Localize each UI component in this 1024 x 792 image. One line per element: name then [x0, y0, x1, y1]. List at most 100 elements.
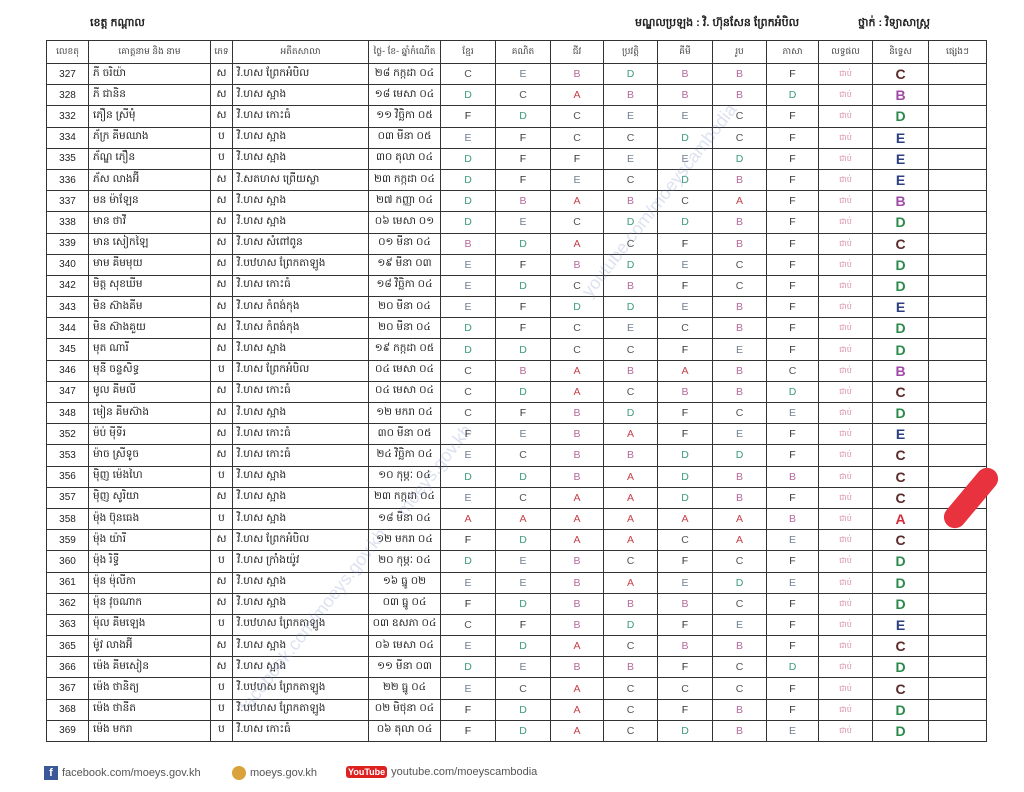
column-header: ថ្ងៃ- ខែ- ឆ្នាំកំណើត [368, 40, 441, 64]
remarks-cell [928, 571, 987, 594]
date-of-birth: ២៣ កក្កដា ០៤ [368, 486, 441, 509]
result-cell: ជាប់ [818, 613, 873, 637]
subject-grade: D [495, 698, 551, 721]
sex-cell: ស [210, 84, 233, 107]
youtube-link[interactable]: youtube.com/moeyscambodia [391, 766, 538, 778]
date-of-birth: ៣០ តុលា ០៤ [368, 147, 441, 170]
result-cell: ជាប់ [818, 698, 873, 721]
table-row: 360 ម៉ុង រិទ្ធីបវិ.ហស ក្រាំងយ៉ូវ ២០ កុម្ភៈ… [46, 550, 987, 573]
sex-cell: ស [210, 635, 233, 658]
sex-cell: ប [210, 677, 233, 700]
desk-number: 345 [46, 338, 89, 361]
subject-grade: D [766, 380, 819, 404]
subject-grade: E [440, 126, 496, 149]
sex-cell: ស [210, 338, 233, 361]
subject-grade: F [440, 529, 496, 552]
subject-grade: C [712, 401, 767, 425]
table-row: 362 ម៉ុន វុចណាកសវិ.ហស ស្អាង ០៣ ធ្នូ ០៤ F D B B… [46, 592, 987, 615]
footer-youtube[interactable]: YouTube youtube.com/moeyscambodia [346, 766, 537, 778]
sex-cell: ស [210, 62, 233, 86]
subject-grade: D [712, 147, 767, 170]
subject-grade: C [495, 84, 551, 107]
table-row: 359 ម៉ុង យ៉ារីសវិ.ហស ព្រែកអំបិល ១២ មករា ០៤… [46, 529, 987, 552]
subject-grade: C [603, 677, 658, 700]
student-name: មុត ណារី [88, 338, 211, 361]
result-cell: ជាប់ [818, 401, 873, 425]
desk-number: 361 [46, 571, 89, 594]
subject-grade: F [495, 317, 551, 340]
student-name: ម៉េង ថានិត្យ [88, 677, 211, 700]
sex-cell: ស [210, 317, 233, 340]
subject-grade: B [712, 232, 767, 255]
subject-grade: C [550, 105, 604, 128]
desk-number: 327 [46, 62, 89, 86]
desk-number: 337 [46, 190, 89, 213]
remarks-cell [928, 529, 987, 552]
subject-grade: E [550, 168, 604, 192]
column-header: ភាសា [766, 40, 819, 64]
final-grade: D [872, 274, 929, 298]
subject-grade: B [440, 232, 496, 255]
subject-grade: D [657, 444, 713, 467]
table-row: 327 ភី ចរិយ៉ាសវិ.ហស ព្រែកអំបិល ២៨ កក្កដា ០… [46, 62, 987, 86]
desk-number: 342 [46, 274, 89, 298]
subject-grade: A [603, 486, 658, 509]
remarks-cell [928, 635, 987, 658]
subject-grade: B [712, 296, 767, 319]
subject-grade: E [440, 296, 496, 319]
province-label: ខេត្ត កណ្ដាល [90, 17, 145, 29]
sex-cell: ប [210, 719, 233, 743]
subject-grade: A [712, 190, 767, 213]
footer-website[interactable]: moeys.gov.kh [232, 766, 317, 780]
subject-grade: A [550, 84, 604, 107]
remarks-cell [928, 317, 987, 340]
student-name: ម៉ុង ប៊ុនធេង [88, 507, 211, 531]
subject-grade: C [550, 126, 604, 149]
result-cell: ជាប់ [818, 465, 873, 488]
subject-grade: B [657, 84, 713, 107]
desk-number: 360 [46, 550, 89, 573]
table-row: 335 ភ័ណ្ឌ ភឿនបវិ.ហស ស្អាង ៣០ តុលា ០៤ D F F E E D… [46, 147, 987, 170]
final-grade: C [872, 380, 929, 404]
subject-grade: E [712, 423, 767, 446]
subject-grade: C [603, 635, 658, 658]
date-of-birth: ១២ មករា ០៤ [368, 401, 441, 425]
subject-grade: B [603, 359, 658, 382]
subject-grade: D [495, 105, 551, 128]
subject-grade: B [712, 635, 767, 658]
final-grade: A [872, 507, 929, 531]
school-name: វិ.ហស ស្អាង [232, 338, 369, 361]
subject-grade: D [657, 465, 713, 488]
final-grade: D [872, 656, 929, 679]
subject-grade: E [440, 486, 496, 509]
subject-grade: F [495, 296, 551, 319]
table-row: 342 មិត្ត សុខឃីមសវិ.ហស កោះធំ ១៨ វិច្ឆិកា ០… [46, 274, 987, 298]
school-name: វិ.ហស ស្អាង [232, 401, 369, 425]
student-name: ម៉េង មករា [88, 719, 211, 743]
subject-grade: A [495, 507, 551, 531]
desk-number: 353 [46, 444, 89, 467]
student-name: ម៉ុង យ៉ារី [88, 529, 211, 552]
facebook-link[interactable]: facebook.com/moeys.gov.kh [62, 767, 201, 779]
subject-grade: F [495, 126, 551, 149]
date-of-birth: ១៨ វិច្ឆិកា ០៤ [368, 274, 441, 298]
website-link[interactable]: moeys.gov.kh [250, 767, 318, 779]
subject-grade: B [550, 423, 604, 446]
student-name: ម៉ិញ សូរិយា [88, 486, 211, 509]
subject-grade: C [657, 677, 713, 700]
date-of-birth: ០៣ ធ្នូ ០៤ [368, 592, 441, 615]
final-grade: E [872, 296, 929, 319]
sex-cell: ស [210, 274, 233, 298]
subject-grade: A [550, 190, 604, 213]
subject-grade: E [657, 296, 713, 319]
footer-facebook[interactable]: f facebook.com/moeys.gov.kh [44, 766, 201, 780]
student-name: មន ម៉ាឡែន [88, 190, 211, 213]
student-name: ម៉េង ថានីត [88, 698, 211, 721]
subject-grade: D [495, 232, 551, 255]
desk-number: 357 [46, 486, 89, 509]
date-of-birth: ០៣ មីនា ០៥ [368, 126, 441, 149]
date-of-birth: ០២ មិថុនា ០៤ [368, 698, 441, 721]
desk-number: 368 [46, 698, 89, 721]
table-row: 344 មិន ស៊ាងគួយសវិ.ហស កំពង់កុង ២០ មីនា ០៤ D… [46, 317, 987, 340]
subject-grade: F [766, 253, 819, 276]
